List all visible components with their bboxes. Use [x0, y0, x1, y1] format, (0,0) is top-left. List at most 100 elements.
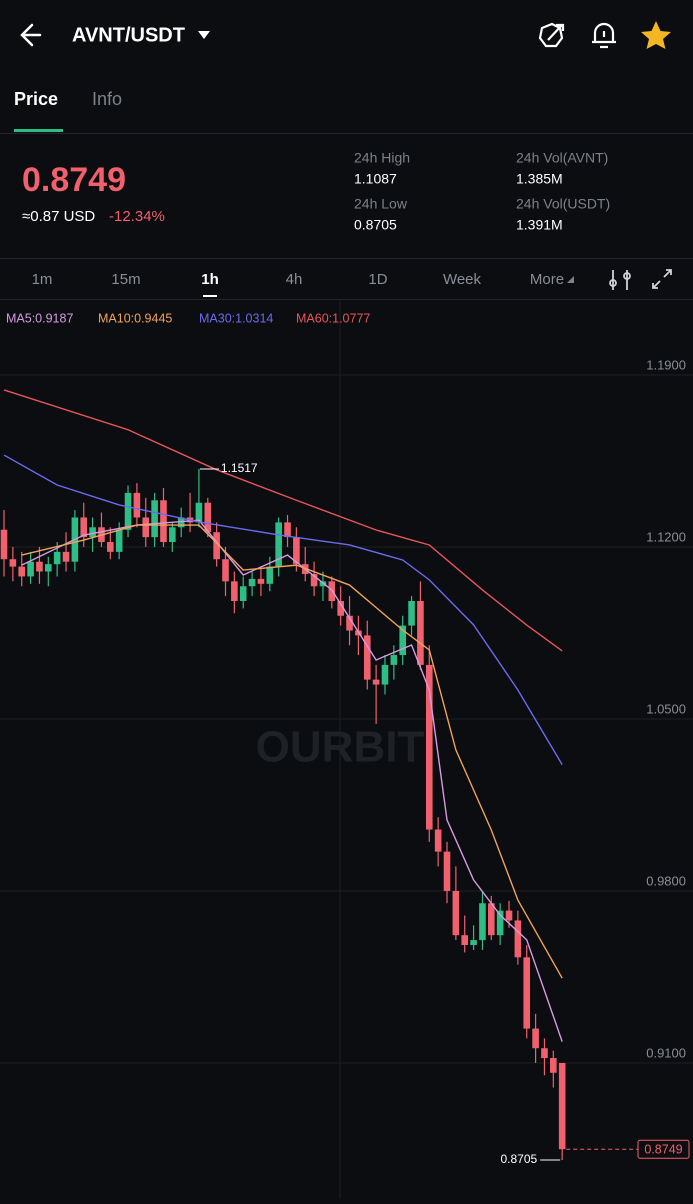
interval-tab[interactable]: More [530, 271, 564, 288]
divider [0, 299, 693, 300]
candle-body [248, 578, 256, 587]
candle-body [275, 522, 282, 567]
high-label: 1.1517 [221, 461, 258, 475]
legend-entry: MA60:1.0777 [296, 311, 370, 325]
y-tick-label: 1.1900 [646, 357, 686, 372]
candle-body [151, 500, 158, 538]
divider [0, 258, 693, 259]
candle-body [363, 635, 371, 680]
interval-tab[interactable]: 15m [111, 271, 140, 288]
change: -12.34% [109, 208, 165, 225]
stat-label: 24h Low [354, 196, 408, 212]
stat-value: 1.385M [516, 171, 563, 187]
interval-tab[interactable]: Week [443, 271, 482, 288]
candle-body [284, 522, 291, 538]
y-tick-label: 1.0500 [646, 701, 686, 716]
pair-dropdown[interactable] [198, 31, 210, 39]
candle-body [496, 910, 504, 936]
candle-body [231, 581, 238, 602]
candle-body [417, 601, 424, 665]
candle-body [532, 1028, 539, 1049]
candle-body [45, 564, 52, 572]
candle-body [9, 559, 17, 567]
stat-label: 24h Vol(AVNT) [516, 150, 608, 166]
candle-body [18, 566, 26, 577]
candle-body [27, 561, 34, 577]
candle-body [266, 566, 274, 584]
candle-body [204, 502, 212, 533]
candle-body [169, 527, 176, 543]
back-button[interactable] [20, 23, 42, 47]
candle-body [461, 935, 469, 946]
ma-line [21, 524, 563, 979]
candle-body [505, 910, 513, 921]
interval-tab[interactable]: 4h [286, 271, 303, 288]
candle-body [408, 601, 415, 626]
interval-tab[interactable]: 1m [32, 271, 53, 288]
candle-body [177, 517, 185, 528]
candle-body [142, 517, 150, 538]
candle-body [346, 615, 353, 631]
candle-body [372, 679, 380, 685]
last-price-label: 0.8749 [644, 1143, 682, 1157]
candle-body [0, 529, 8, 560]
candle-body [89, 527, 96, 538]
legend-entry: MA30:1.0314 [199, 311, 273, 325]
candle-body [443, 851, 451, 891]
ma-line [3, 389, 563, 652]
more-arrow [567, 276, 574, 283]
y-tick-label: 1.1200 [646, 529, 686, 544]
pair-title[interactable]: AVNT/USDT [72, 24, 185, 46]
interval-tab[interactable]: 1D [368, 271, 387, 288]
y-tick-label: 0.9100 [646, 1045, 686, 1060]
usd-price: ≈0.87 USD [22, 208, 95, 225]
candle-body [550, 1058, 557, 1073]
candle-body [488, 903, 495, 936]
candle-body [293, 537, 300, 565]
interval-indicator [203, 295, 217, 297]
candle-body [310, 573, 318, 587]
candle-body [541, 1048, 548, 1059]
low-label: 0.8705 [500, 1152, 537, 1166]
stat-label: 24h Vol(USDT) [516, 196, 610, 212]
candle-body [523, 957, 531, 1029]
share-button[interactable] [538, 22, 565, 48]
tab-price[interactable]: Price [14, 89, 58, 109]
candle-body [213, 532, 220, 560]
y-tick-label: 0.9800 [646, 873, 686, 888]
alert-button[interactable] [592, 22, 616, 49]
candle-body [160, 500, 167, 543]
candle-body [381, 664, 389, 685]
candle-body [36, 561, 43, 572]
stat-value: 1.1087 [354, 171, 397, 187]
candle-body [452, 890, 460, 936]
candle-body [425, 664, 433, 830]
ma-line [3, 454, 563, 766]
candle-body [62, 551, 70, 562]
candle-body [514, 920, 522, 958]
stat-value: 1.391M [516, 217, 563, 233]
candle-body [399, 625, 406, 656]
legend-entry: MA10:0.9445 [98, 311, 172, 325]
candle-body [337, 601, 344, 616]
tab-indicator [14, 129, 63, 132]
indicator-button[interactable] [609, 270, 631, 290]
candle-body [434, 829, 442, 852]
ma-line [21, 519, 563, 1042]
candle-body [239, 586, 247, 602]
candle-body [195, 502, 203, 523]
tab-info[interactable]: Info [92, 89, 122, 109]
favorite-button[interactable] [641, 21, 671, 49]
fullscreen-button[interactable] [652, 269, 672, 289]
interval-tab[interactable]: 1h [201, 271, 219, 288]
candle-body [133, 492, 141, 518]
candle-body [115, 529, 123, 552]
candle-body [222, 559, 229, 582]
candle-body [558, 1062, 566, 1150]
last-price-box [637, 1139, 690, 1159]
candle-body [470, 940, 477, 946]
divider [0, 133, 693, 134]
